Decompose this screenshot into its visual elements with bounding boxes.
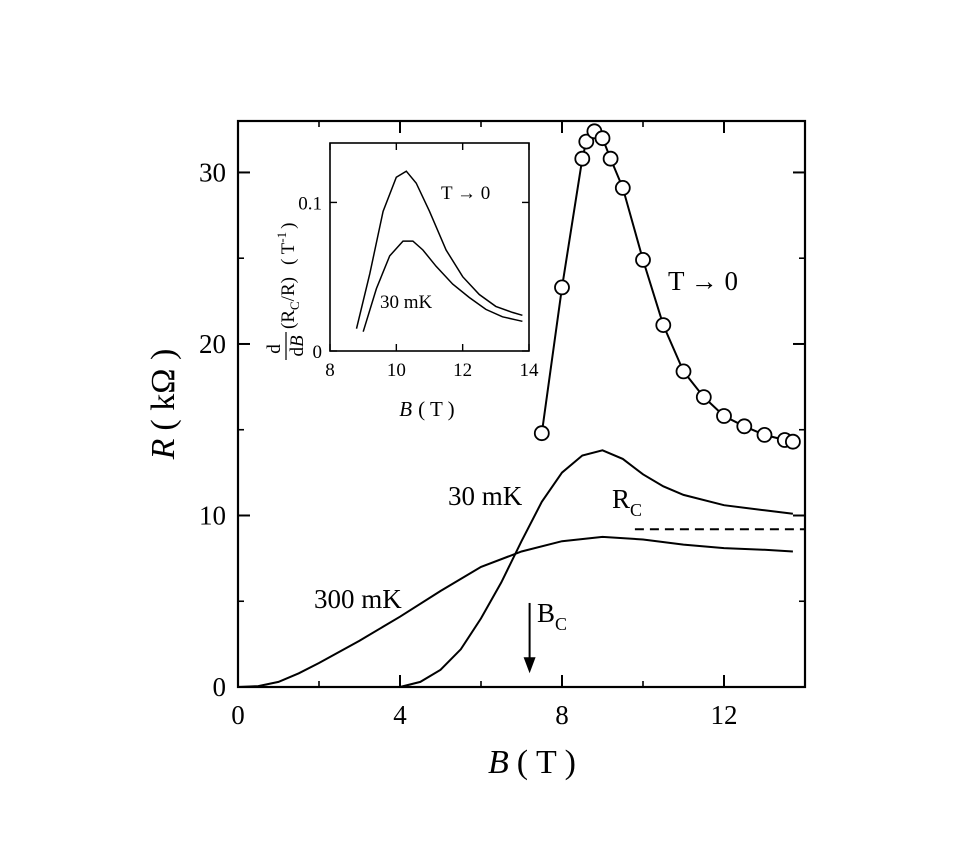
y-tick-label: 0 <box>213 672 227 702</box>
series-t-to-0-point <box>533 425 550 442</box>
inset-annotation-30mk: 30 mK <box>380 292 433 313</box>
series-t-to-0-point <box>675 363 692 380</box>
series-t-to-0-point <box>655 317 672 334</box>
inset-y-tick-label: 0.1 <box>298 193 322 214</box>
inset-x-tick-label: 10 <box>387 360 406 381</box>
y-tick-label: 20 <box>199 329 226 359</box>
series-t-to-0-point <box>574 150 591 167</box>
inset-y-tick-label: 0 <box>313 342 323 363</box>
bc-arrow-head <box>523 657 536 674</box>
x-tick-label: 4 <box>393 700 407 730</box>
series-t-to-0-point <box>602 150 619 167</box>
y-axis-title: R( kΩ ) <box>145 349 182 461</box>
y-tick-label: 30 <box>199 157 226 187</box>
x-tick-label: 0 <box>231 700 245 730</box>
svg-text:d: d <box>264 344 285 354</box>
series-t-to-0-point <box>594 130 611 147</box>
inset-series <box>355 170 523 332</box>
series-300mk-line <box>237 535 793 688</box>
annotation-300mk: 300 mK <box>314 584 402 614</box>
inset-x-tick-label: 8 <box>325 360 335 381</box>
inset-x-tick-label: 12 <box>453 360 472 381</box>
inset-x-axis-title: B( T ) <box>399 397 454 421</box>
series-t-to-0-point <box>614 179 631 196</box>
x-axis-title: B( T ) <box>488 744 576 781</box>
inset-series-30mk-line <box>362 240 523 332</box>
main-series <box>237 123 805 688</box>
inset-x-tick-label: 14 <box>520 360 540 381</box>
annotation-30mk: 30 mK <box>448 481 523 511</box>
x-tick-label: 8 <box>555 700 569 730</box>
series-t-to-0-point <box>756 426 773 443</box>
inset-annotation-t-to-0: T → 0 <box>441 183 490 204</box>
series-t-to-0-point <box>554 279 570 296</box>
inset-series-t-to-0-line <box>355 170 523 329</box>
svg-text:dB: dB <box>287 335 308 357</box>
annotation-rc: RC <box>612 484 642 520</box>
series-t-to-0-point <box>716 408 732 424</box>
x-tick-label: 12 <box>711 700 738 730</box>
inset-frame <box>329 142 530 352</box>
series-t-to-0-point <box>695 389 712 406</box>
annotation-bc: BC <box>537 598 567 634</box>
series-30mk-line <box>399 449 794 688</box>
series-t-to-0-point <box>578 133 595 150</box>
svg-text:(RC/R)( T-1): (RC/R)( T-1) <box>274 223 302 329</box>
annotation-t-to-0: T → 0 <box>668 266 738 296</box>
series-t-to-0-point <box>785 433 801 450</box>
main-ticks: 0 4 8 12 0 10 20 30 <box>199 121 805 730</box>
series-t-to-0-point <box>635 251 651 268</box>
inset-ticks: 8 10 12 14 0 0.1 <box>298 143 539 381</box>
main-plot-frame <box>236 119 807 689</box>
y-tick-label: 10 <box>199 500 226 530</box>
series-t-to-0-point <box>736 418 753 435</box>
inset-y-axis-title: d dB (RC/R)( T-1) <box>264 223 308 360</box>
